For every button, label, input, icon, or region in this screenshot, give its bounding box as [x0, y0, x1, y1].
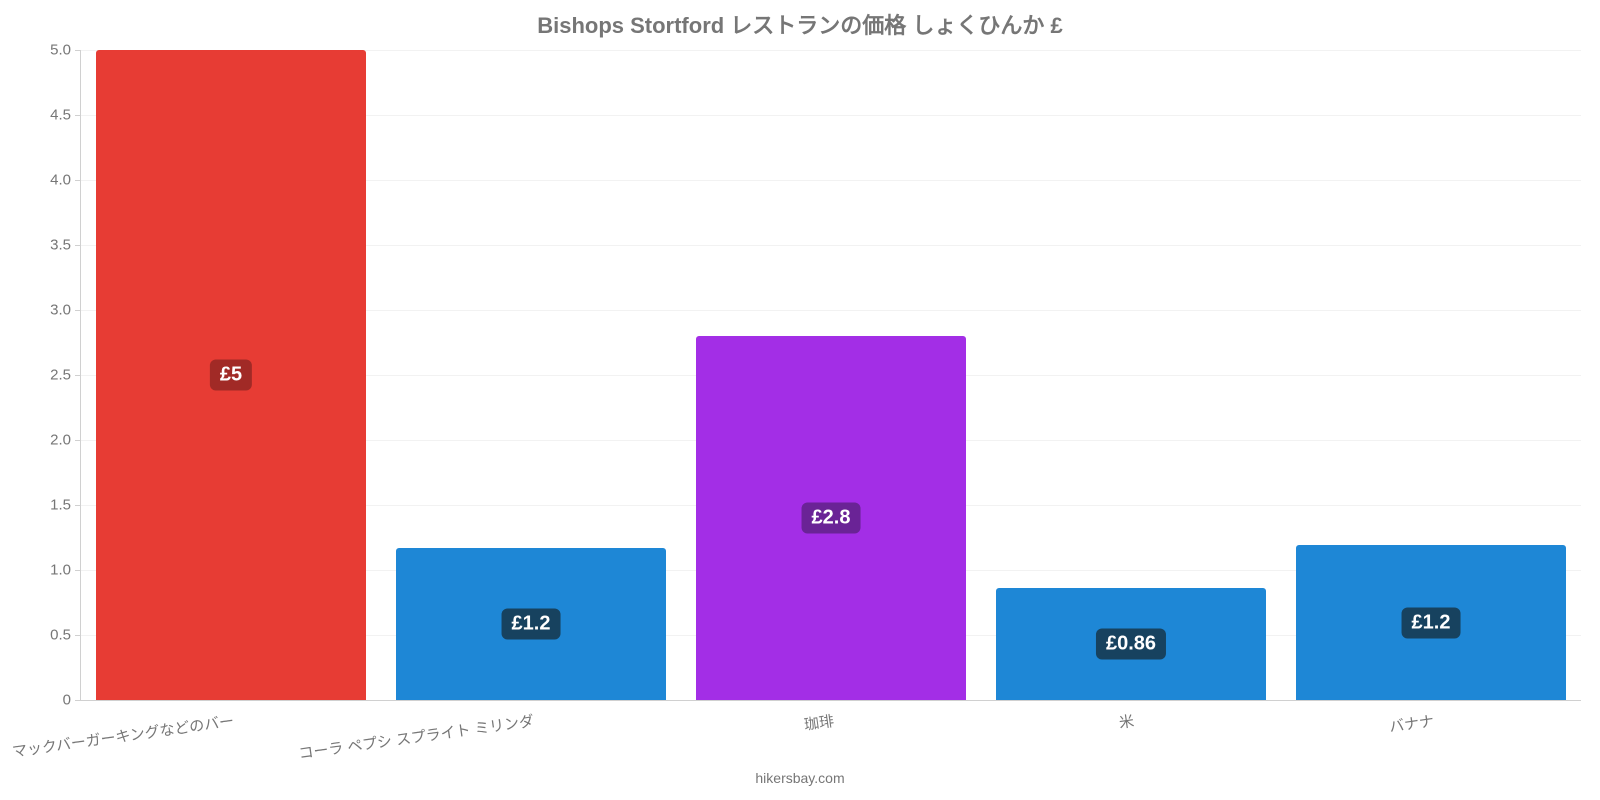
x-tick-label: バナナ [1386, 700, 1435, 737]
y-tick-label: 0 [63, 692, 81, 709]
plot-area: 00.51.01.52.02.53.03.54.04.55.0£5マックバーガー… [80, 50, 1581, 701]
y-tick-label: 2.0 [50, 432, 81, 449]
bar-value-label: £1.2 [1402, 607, 1461, 638]
x-tick-label: 珈琲 [801, 700, 835, 735]
bar-value-label: £1.2 [502, 608, 561, 639]
y-tick-label: 5.0 [50, 42, 81, 59]
chart-credit: hikersbay.com [0, 770, 1600, 786]
y-tick-label: 3.0 [50, 302, 81, 319]
bar-value-label: £2.8 [802, 503, 861, 534]
y-tick-label: 4.0 [50, 172, 81, 189]
y-tick-label: 1.0 [50, 562, 81, 579]
chart-title: Bishops Stortford レストランの価格 しょくひんか £ [0, 8, 1600, 40]
y-tick-label: 2.5 [50, 367, 81, 384]
y-tick-label: 4.5 [50, 107, 81, 124]
x-tick-label: 米 [1116, 700, 1135, 733]
bar-value-label: £5 [210, 360, 252, 391]
bar-value-label: £0.86 [1096, 629, 1166, 660]
y-tick-label: 0.5 [50, 627, 81, 644]
price-bar-chart: Bishops Stortford レストランの価格 しょくひんか £ 00.5… [0, 0, 1600, 800]
y-tick-label: 3.5 [50, 237, 81, 254]
y-tick-label: 1.5 [50, 497, 81, 514]
x-tick-label: マックバーガーキングなどのバー [9, 700, 235, 762]
x-tick-label: コーラ ペプシ スプライト ミリンダ [296, 700, 536, 764]
